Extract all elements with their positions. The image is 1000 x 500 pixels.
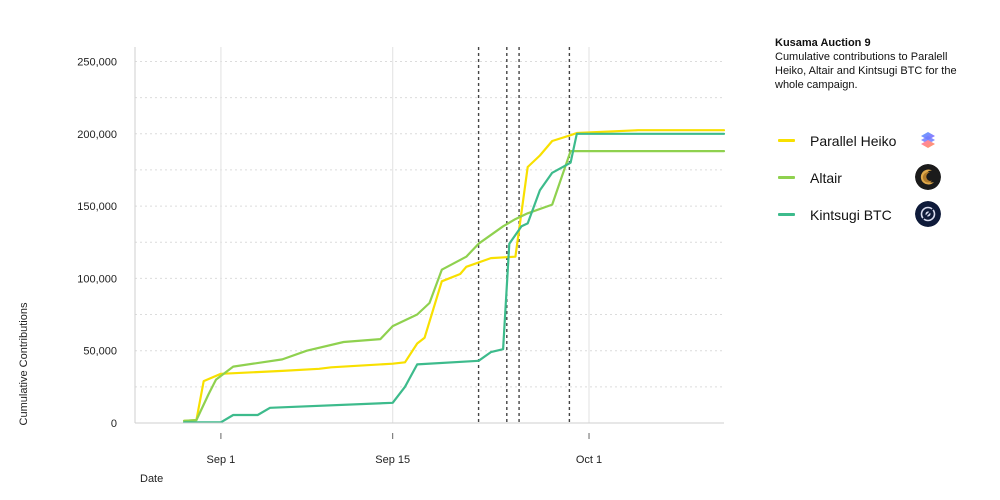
- x-tick-label: Oct 1: [576, 454, 602, 466]
- y-tick-label: 50,000: [83, 346, 117, 358]
- parallel-heiko-logo-icon: [921, 132, 935, 148]
- legend-label: Parallel Heiko: [810, 132, 897, 149]
- legend-swatch: [778, 176, 795, 179]
- y-tick-label: 100,000: [77, 273, 117, 285]
- altair-logo-icon: [915, 164, 941, 190]
- y-tick-label: 0: [111, 418, 117, 430]
- x-axis-title: Date: [140, 473, 163, 485]
- x-tick-label: Sep 15: [375, 454, 410, 466]
- chart-title: Kusama Auction 9: [775, 37, 871, 49]
- axes: 0 50,000 100,000 150,000 200,000 250,000 Sep 1…: [77, 47, 724, 466]
- chart-subtitle: Cumulative contributions to Paralell Hei…: [775, 51, 957, 91]
- legend-label: Altair: [810, 169, 842, 186]
- series-line-parallel-heiko: [183, 129, 726, 422]
- series-line-altair: [183, 150, 726, 422]
- y-tick-label: 150,000: [77, 201, 117, 213]
- x-tick-label: Sep 1: [207, 454, 236, 466]
- legend-swatch: [778, 213, 795, 216]
- legend-swatch: [778, 139, 795, 142]
- legend-item-kintsugi-btc[interactable]: Kintsugi BTC: [778, 196, 958, 233]
- series-lines: [183, 129, 726, 424]
- kintsugi-logo-icon: [915, 201, 941, 227]
- y-tick-label: 200,000: [77, 129, 117, 141]
- y-tick-label: 250,000: [77, 56, 117, 68]
- legend: Parallel Heiko Altair Kintsugi BTC: [778, 122, 958, 233]
- legend-item-parallel-heiko[interactable]: Parallel Heiko: [778, 122, 958, 159]
- grid: [135, 47, 724, 423]
- legend-item-altair[interactable]: Altair: [778, 159, 958, 196]
- series-line-kintsugi-btc: [183, 132, 726, 424]
- y-axis-title: Cumulative Contributions: [18, 302, 30, 425]
- legend-label: Kintsugi BTC: [810, 206, 892, 223]
